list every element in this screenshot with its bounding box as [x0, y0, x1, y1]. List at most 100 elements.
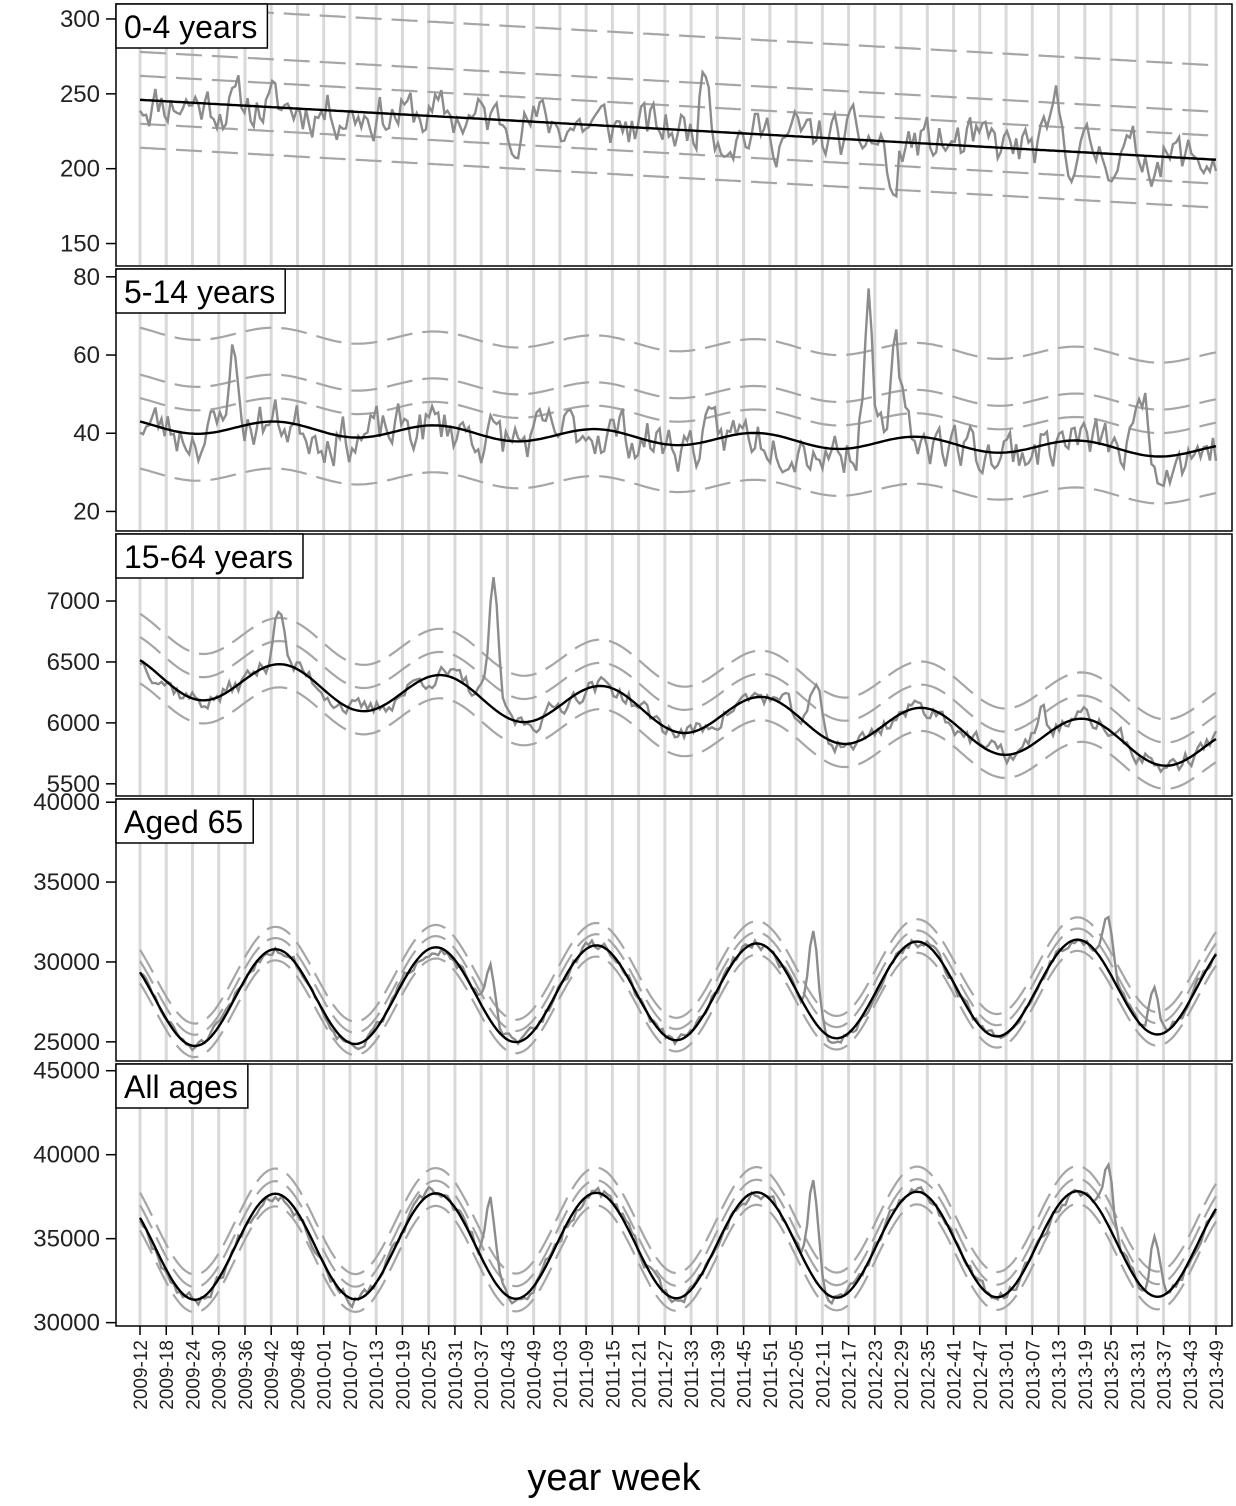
x-tick-label: 2012-11	[813, 1340, 834, 1408]
x-tick-label: 2011-15	[603, 1340, 624, 1408]
y-tick-label: 80	[73, 264, 100, 291]
baseline-series	[138, 1189, 1218, 1302]
y-tick-label: 45000	[33, 1058, 100, 1085]
y-tick-label: 30000	[33, 1310, 100, 1337]
x-tick-label: 2012-47	[971, 1340, 992, 1410]
x-tick-label: 2013-19	[1076, 1340, 1097, 1410]
x-tick-label: 2012-23	[866, 1340, 887, 1410]
x-tick-label: 2010-43	[498, 1340, 519, 1410]
threshold-band-2	[139, 373, 1217, 411]
threshold-band-1	[139, 636, 1217, 744]
threshold-band-0	[139, 949, 1217, 1059]
x-tick-label: 2010-37	[472, 1340, 493, 1410]
panel-title: All ages	[124, 1069, 238, 1105]
y-tick-label: 20	[73, 498, 100, 525]
x-tick-label: 2013-49	[1207, 1340, 1228, 1410]
panel-3: 25000 30000 35000 40000 Aged 65	[33, 789, 1233, 1062]
x-axis: 2009-12 2009-18 2009-24 2009-30 2009-36 2009-…	[131, 1326, 1228, 1410]
x-tick-label: 2011-33	[682, 1340, 703, 1408]
x-tick-label: 2012-05	[787, 1340, 808, 1410]
baseline-series	[138, 938, 1217, 1048]
y-tick-label: 60	[73, 342, 100, 369]
y-tick-label: 35000	[33, 869, 100, 896]
panel-frame	[115, 1063, 1233, 1327]
panel-frame	[115, 268, 1233, 532]
y-tick-label: 6500	[47, 649, 100, 676]
observed-series	[138, 68, 1218, 199]
baseline-series	[139, 98, 1217, 161]
panel-title-frame	[115, 798, 254, 844]
x-tick-label: 2012-41	[945, 1340, 966, 1410]
threshold-band-1	[139, 927, 1217, 1036]
x-tick-label: 2010-19	[393, 1340, 414, 1410]
x-tick-label: 2009-12	[131, 1340, 152, 1410]
panel-title: 0-4 years	[124, 9, 257, 45]
x-tick-label: 2009-36	[236, 1340, 257, 1410]
x-axis-title: year week	[527, 1457, 701, 1499]
y-tick-label: 40000	[33, 789, 100, 816]
y-tick-label: 200	[60, 156, 100, 183]
panel-title: 5-14 years	[124, 274, 275, 310]
x-tick-label: 2010-25	[420, 1340, 441, 1410]
baseline-series	[139, 659, 1217, 767]
observed-series	[139, 577, 1218, 774]
x-tick-label: 2012-29	[892, 1340, 913, 1410]
threshold-band-1	[139, 397, 1217, 435]
panel-0: 150 200 250 300 0-4 years	[60, 3, 1233, 267]
x-tick-label: 2011-39	[708, 1340, 729, 1408]
y-tick-label: 250	[60, 81, 100, 108]
x-tick-label: 2013-31	[1128, 1340, 1149, 1410]
x-tick-label: 2011-45	[735, 1340, 756, 1408]
panel-title-box: 15-64 years	[115, 533, 304, 579]
x-tick-label: 2011-21	[630, 1340, 651, 1408]
panel-title-box: 5-14 years	[115, 268, 286, 314]
x-tick-label: 2013-01	[997, 1340, 1018, 1410]
x-tick-label: 2009-48	[288, 1340, 309, 1410]
x-tick-label: 2013-07	[1023, 1340, 1044, 1410]
x-tick-label: 2011-51	[761, 1340, 782, 1408]
y-tick-label: 35000	[33, 1226, 100, 1253]
panel-title: Aged 65	[124, 804, 243, 840]
panels-layer: 150 200 250 300 0-4 years 20 40 60 80 5-14 years 5…	[33, 3, 1233, 1337]
x-tick-label: 2009-18	[157, 1340, 178, 1410]
x-tick-label: 2013-37	[1155, 1340, 1176, 1410]
baseline-series	[139, 420, 1217, 458]
x-tick-label: 2010-31	[446, 1340, 467, 1410]
panel-title-box: All ages	[115, 1063, 249, 1109]
threshold-band-2	[139, 612, 1217, 721]
x-tick-label: 2010-13	[367, 1340, 388, 1410]
x-tick-label: 2011-27	[656, 1340, 677, 1408]
panel-title-frame	[115, 268, 286, 314]
threshold-band-0	[139, 682, 1217, 790]
x-tick-label: 2013-43	[1181, 1340, 1202, 1410]
x-tick-label: 2010-07	[341, 1340, 362, 1410]
panel-frame	[115, 3, 1233, 267]
observed-series	[139, 288, 1218, 488]
panel-title-frame	[115, 3, 269, 49]
x-tick-label: 2009-42	[262, 1340, 283, 1410]
y-tick-label: 40	[73, 420, 100, 447]
y-tick-label: 25000	[33, 1029, 100, 1056]
panel-title: 15-64 years	[124, 539, 293, 575]
panel-title-box: 0-4 years	[115, 3, 269, 49]
x-tick-label: 2009-30	[210, 1340, 231, 1410]
y-tick-label: 40000	[33, 1142, 100, 1169]
panel-1: 20 40 60 80 5-14 years	[73, 264, 1233, 532]
threshold-band-2	[139, 916, 1217, 1025]
panel-2: 5500 6000 6500 7000 15-64 years	[47, 533, 1233, 798]
x-tick-label: 2011-03	[551, 1340, 572, 1408]
panel-4: 30000 35000 40000 45000 All ages	[33, 1058, 1233, 1337]
panel-title-frame	[115, 1063, 249, 1109]
x-tick-label: 2009-24	[183, 1340, 204, 1410]
x-tick-label: 2011-09	[577, 1340, 598, 1408]
panel-title-box: Aged 65	[115, 798, 254, 844]
x-tick-label: 2013-13	[1050, 1340, 1071, 1410]
x-tick-label: 2012-35	[918, 1340, 939, 1410]
y-tick-label: 150	[60, 231, 100, 258]
panel-title-frame	[115, 533, 304, 579]
threshold-band-3	[139, 326, 1217, 364]
threshold-band-0	[139, 467, 1217, 505]
y-tick-label: 30000	[33, 949, 100, 976]
y-tick-label: 6000	[47, 710, 100, 737]
